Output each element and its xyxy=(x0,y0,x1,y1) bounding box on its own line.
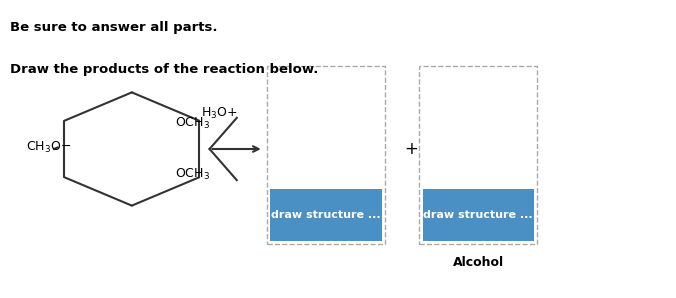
Bar xyxy=(419,66,537,244)
Text: OCH$_3$: OCH$_3$ xyxy=(174,116,210,131)
Bar xyxy=(422,189,534,241)
Bar xyxy=(267,66,385,244)
Text: +: + xyxy=(404,140,418,158)
Text: draw structure ...: draw structure ... xyxy=(423,210,533,220)
Text: CH$_3$O$-$: CH$_3$O$-$ xyxy=(26,140,71,155)
Text: Draw the products of the reaction below.: Draw the products of the reaction below. xyxy=(10,63,318,76)
Bar xyxy=(270,189,382,241)
Text: draw structure ...: draw structure ... xyxy=(271,210,381,220)
Text: H$_3$O+: H$_3$O+ xyxy=(201,106,238,121)
Text: OCH$_3$: OCH$_3$ xyxy=(174,167,210,182)
Text: Alcohol: Alcohol xyxy=(453,256,504,269)
Text: Be sure to answer all parts.: Be sure to answer all parts. xyxy=(10,21,218,34)
